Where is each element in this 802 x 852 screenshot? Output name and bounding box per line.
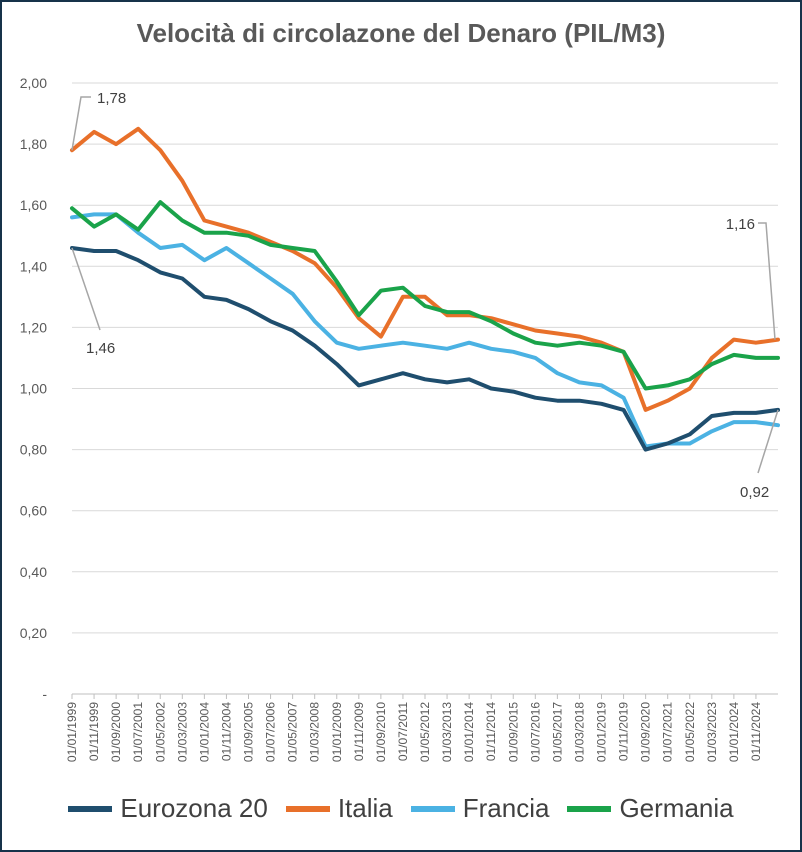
x-tick-label: 01/05/2002 — [153, 702, 167, 762]
legend-label: Germania — [619, 793, 734, 823]
annotation-leader — [758, 222, 776, 340]
x-tick-label: 01/09/2005 — [242, 702, 256, 762]
series-line-germania — [70, 200, 780, 391]
x-tick-label: 01/11/1999 — [87, 702, 101, 761]
y-tick-label: 1,20 — [20, 319, 47, 335]
x-tick-label: 01/07/2011 — [396, 702, 410, 761]
chart-title: Velocità di circolazone del Denaro (PIL/… — [136, 18, 666, 48]
legend-swatch — [410, 805, 455, 812]
x-tick-label: 01/01/1999 — [65, 702, 79, 762]
x-tick-label: 01/11/2019 — [617, 702, 631, 761]
legend-item: Francia — [410, 793, 550, 824]
series-line-italia — [70, 126, 780, 412]
x-tick-label: 01/01/2019 — [595, 702, 609, 762]
annotation-label: 1,16 — [726, 216, 755, 233]
annotation-leader — [757, 409, 779, 474]
x-tick-label: 01/07/2021 — [661, 702, 675, 762]
x-tick-label: 01/11/2024 — [749, 702, 763, 761]
x-tick-label: 01/01/2014 — [462, 702, 476, 762]
annotation-leader — [71, 96, 91, 151]
x-tick-label: 01/09/2010 — [374, 702, 388, 762]
x-tick-label: 01/09/2020 — [639, 702, 653, 762]
x-axis-tick-labels: 01/01/1999 01/11/1999 01/09/2000 01/07/2001… — [65, 694, 763, 762]
x-tick-label: 01/05/2017 — [550, 702, 564, 762]
x-tick-label: 01/03/2018 — [572, 702, 586, 762]
legend-label: Francia — [462, 793, 550, 823]
x-tick-label: 01/03/2003 — [175, 702, 189, 762]
legend-label: Eurozona 20 — [120, 793, 268, 823]
x-tick-label: 01/07/2001 — [131, 702, 145, 762]
y-tick-label: - — [42, 686, 47, 702]
series-line-eurozona-20 — [70, 246, 780, 452]
gridlines — [72, 82, 778, 695]
x-tick-label: 01/03/2023 — [705, 702, 719, 762]
x-tick-label: 01/03/2008 — [308, 702, 322, 762]
legend-label: Italia — [337, 793, 393, 823]
legend-item: Eurozona 20 — [68, 793, 268, 824]
legend-item: Italia — [285, 793, 393, 824]
x-tick-label: 01/05/2007 — [286, 702, 300, 762]
annotations: 1,78 1,46 1,16 0,92 — [71, 90, 779, 501]
x-tick-label: 01/07/2006 — [264, 702, 278, 762]
legend-swatch — [68, 805, 113, 812]
y-tick-label: 1,80 — [20, 136, 47, 152]
y-axis-tick-labels: - 0,20 0,40 0,60 0,80 1,00 1,20 1,40 1,60 1,80 2,0… — [20, 75, 48, 702]
x-tick-label: 01/11/2009 — [352, 702, 366, 761]
y-tick-label: 2,00 — [20, 75, 47, 91]
x-tick-label: 01/09/2015 — [506, 702, 520, 762]
y-tick-label: 0,20 — [20, 625, 47, 641]
x-tick-label: 01/01/2024 — [727, 702, 741, 762]
y-tick-label: 0,40 — [20, 564, 47, 580]
x-tick-label: 01/05/2022 — [683, 702, 697, 762]
x-tick-label: 01/09/2000 — [109, 702, 123, 762]
x-tick-label: 01/01/2009 — [330, 702, 344, 762]
legend-swatch — [567, 805, 612, 812]
legend-swatch — [285, 805, 330, 812]
series-line-francia — [70, 212, 780, 449]
series-lines — [70, 126, 780, 452]
y-tick-label: 0,60 — [20, 503, 47, 519]
annotation-label: 1,46 — [86, 340, 115, 357]
y-tick-label: 1,60 — [20, 197, 47, 213]
x-tick-label: 01/11/2004 — [219, 702, 233, 761]
x-tick-label: 01/01/2004 — [197, 702, 211, 762]
x-tick-label: 01/05/2012 — [418, 702, 432, 762]
legend: Eurozona 20 Italia Francia Germania — [0, 793, 802, 824]
annotation-label: 1,78 — [97, 90, 126, 107]
y-tick-label: 0,80 — [20, 442, 47, 458]
legend-item: Germania — [567, 793, 734, 824]
y-tick-label: 1,40 — [20, 258, 47, 274]
annotation-leader — [71, 247, 101, 331]
annotation-label: 0,92 — [740, 484, 769, 501]
x-tick-label: 01/07/2016 — [528, 702, 542, 762]
x-tick-label: 01/11/2014 — [484, 702, 498, 761]
y-tick-label: 1,00 — [20, 381, 47, 397]
x-tick-label: 01/03/2013 — [440, 702, 454, 762]
